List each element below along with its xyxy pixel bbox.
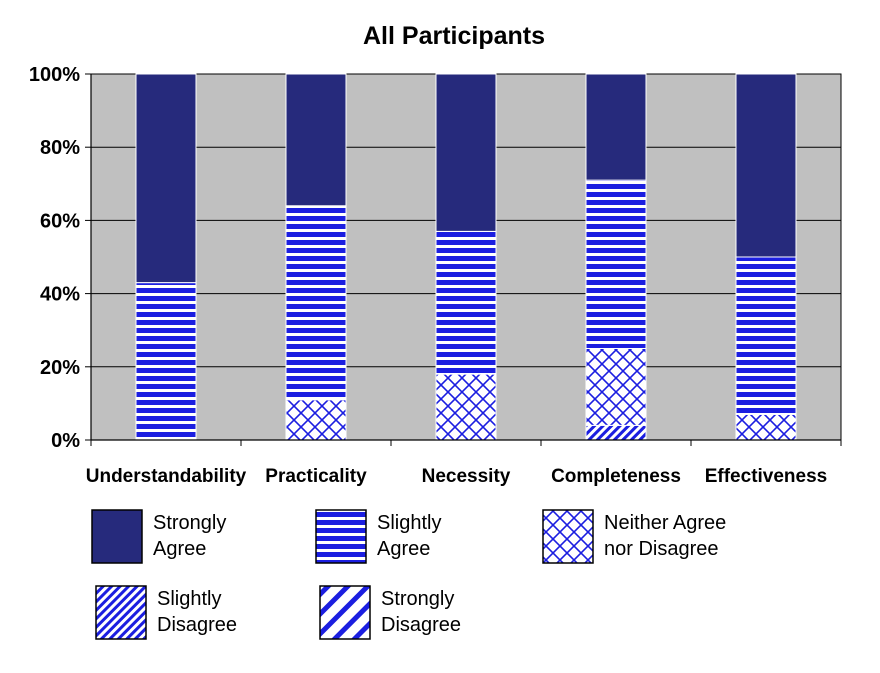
bar-segment-slightly-agree — [585, 179, 647, 349]
bar-segment-neither-agree-nor-disagree — [285, 399, 347, 441]
bar-segment-strongly-agree — [285, 73, 347, 207]
bar-segment-slightly-agree — [435, 230, 497, 375]
legend-label: Slightly — [157, 588, 221, 610]
bar-segment-strongly-agree — [735, 73, 797, 258]
y-tick-label: 100% — [29, 64, 80, 86]
legend-item-strongly-disagree: Strongly Disagree — [319, 585, 461, 640]
bar-segment-strongly-agree — [135, 73, 197, 284]
chart-title: All Participants — [363, 22, 545, 50]
bar-segment-strongly-agree — [435, 73, 497, 232]
legend-swatch — [542, 509, 594, 564]
legend-label: Disagree — [157, 614, 237, 636]
bar-segment-neither-agree-nor-disagree — [585, 348, 647, 426]
x-tick-label: Completeness — [551, 466, 681, 487]
bar-segment-strongly-agree — [585, 73, 647, 181]
x-tick-label: Practicality — [265, 466, 367, 487]
x-tick-label: Necessity — [422, 466, 511, 487]
plot-area: 0% 20% 40% 60% 80% 100% Understandability Pract… — [29, 64, 842, 487]
y-tick-label: 40% — [40, 284, 80, 306]
legend-label: Slightly — [377, 512, 441, 534]
bar-segment-slightly-agree — [285, 205, 347, 401]
y-tick-label: 0% — [51, 430, 80, 452]
legend-swatch — [315, 509, 367, 564]
bar-segment-neither-agree-nor-disagree — [735, 413, 797, 441]
legend-item-slightly-disagree: Slightly Disagree — [95, 585, 237, 640]
x-tick-label: Effectiveness — [705, 466, 828, 487]
bar-segment-slightly-disagree — [585, 424, 647, 441]
legend-item-strongly-agree: Strongly Agree — [91, 509, 226, 564]
legend-swatch — [91, 509, 143, 564]
y-tick-label: 60% — [40, 210, 80, 232]
y-tick-label: 20% — [40, 357, 80, 379]
legend-label: Strongly — [381, 588, 454, 610]
legend-label: Disagree — [381, 614, 461, 636]
bar-segment-slightly-agree — [735, 256, 797, 415]
legend-swatch — [95, 585, 147, 640]
legend: Strongly Agree Slightly Agree Neither Agree n… — [91, 509, 726, 640]
legend-swatch — [319, 585, 371, 640]
y-tick-label: 80% — [40, 137, 80, 159]
legend-item-neither-agree-nor-disagree: Neither Agree nor Disagree — [542, 509, 726, 564]
legend-label: Agree — [153, 538, 206, 560]
legend-label: Strongly — [153, 512, 226, 534]
legend-label: Neither Agree — [604, 512, 726, 534]
legend-label: Agree — [377, 538, 430, 560]
x-tick-label: Understandability — [86, 466, 247, 487]
legend-item-slightly-agree: Slightly Agree — [315, 509, 441, 564]
bar-segment-slightly-agree — [135, 282, 197, 441]
bar-segment-neither-agree-nor-disagree — [435, 373, 497, 441]
legend-label: nor Disagree — [604, 538, 719, 560]
